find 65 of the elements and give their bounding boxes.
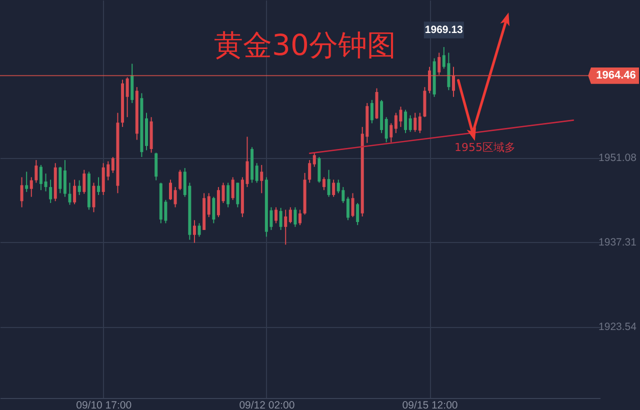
candlestick — [78, 180, 81, 196]
candlestick — [58, 166, 62, 194]
candlestick — [452, 66, 455, 98]
candlestick — [222, 182, 225, 204]
candlestick — [279, 207, 282, 230]
candlestick — [284, 209, 288, 246]
x-tick-label: 09/10 17:00 — [76, 400, 132, 410]
candlestick — [231, 176, 234, 200]
candlestick — [236, 182, 240, 208]
y-tick-label: 1951.08 — [598, 152, 637, 164]
y-tick-label: 1937.31 — [598, 236, 637, 249]
candlestick — [346, 196, 350, 221]
candlestick — [322, 176, 326, 191]
candlestick — [192, 220, 196, 244]
candlestick — [308, 160, 312, 184]
candlestick — [30, 176, 33, 198]
candlestick — [126, 76, 129, 118]
candlestick — [356, 202, 360, 226]
candlestick — [92, 182, 96, 213]
candlestick — [25, 171, 28, 192]
candlestick — [82, 169, 86, 194]
candlestick — [39, 164, 42, 191]
candlestick — [255, 162, 258, 184]
x-tick-label: 09/15 12:00 — [402, 400, 458, 410]
candlestick — [418, 112, 422, 134]
candlestick — [226, 182, 230, 208]
candlestick — [63, 160, 66, 198]
candlestick — [260, 164, 264, 194]
annotation: 1969.13 — [424, 24, 464, 36]
candlestick — [44, 173, 48, 192]
candlestick — [327, 169, 330, 198]
candlestick — [178, 169, 182, 191]
candlestick — [370, 99, 374, 124]
y-tick-label: 1923.54 — [598, 321, 637, 334]
candlestick — [68, 182, 72, 206]
candlestick — [73, 179, 76, 205]
candlestick — [198, 222, 201, 238]
candlestick — [312, 152, 316, 168]
candlestick — [408, 114, 412, 132]
candlestick — [49, 179, 52, 204]
candlestick — [428, 66, 432, 94]
candlestick — [294, 206, 297, 228]
candlestick — [318, 156, 321, 184]
candlestick — [390, 122, 393, 143]
candlestick — [298, 209, 302, 226]
candlestick — [384, 116, 388, 143]
candlestick — [97, 176, 100, 196]
candlestick — [288, 206, 292, 224]
candlestick — [174, 186, 177, 208]
candlestick — [274, 206, 278, 224]
candlestick — [34, 160, 38, 184]
candlestick — [438, 52, 441, 76]
candlestick — [168, 179, 172, 200]
candlestick — [212, 196, 216, 224]
candlestick — [207, 192, 210, 218]
text: 黄金30分钟图 — [214, 28, 396, 62]
annotation: 1955区域多 — [454, 141, 516, 154]
candlestick — [414, 112, 417, 132]
candlestick — [154, 152, 158, 181]
candlestick — [404, 109, 408, 134]
candlestick — [20, 176, 24, 208]
ref-line-label: 1964.46 — [596, 70, 636, 82]
x-tick-label: 09/12 02:00 — [239, 400, 295, 410]
candlestick — [351, 192, 354, 218]
candlestick — [332, 179, 336, 198]
